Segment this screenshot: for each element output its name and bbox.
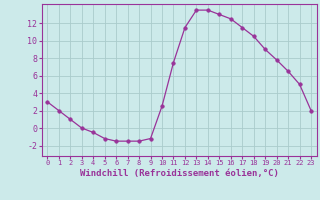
- X-axis label: Windchill (Refroidissement éolien,°C): Windchill (Refroidissement éolien,°C): [80, 169, 279, 178]
